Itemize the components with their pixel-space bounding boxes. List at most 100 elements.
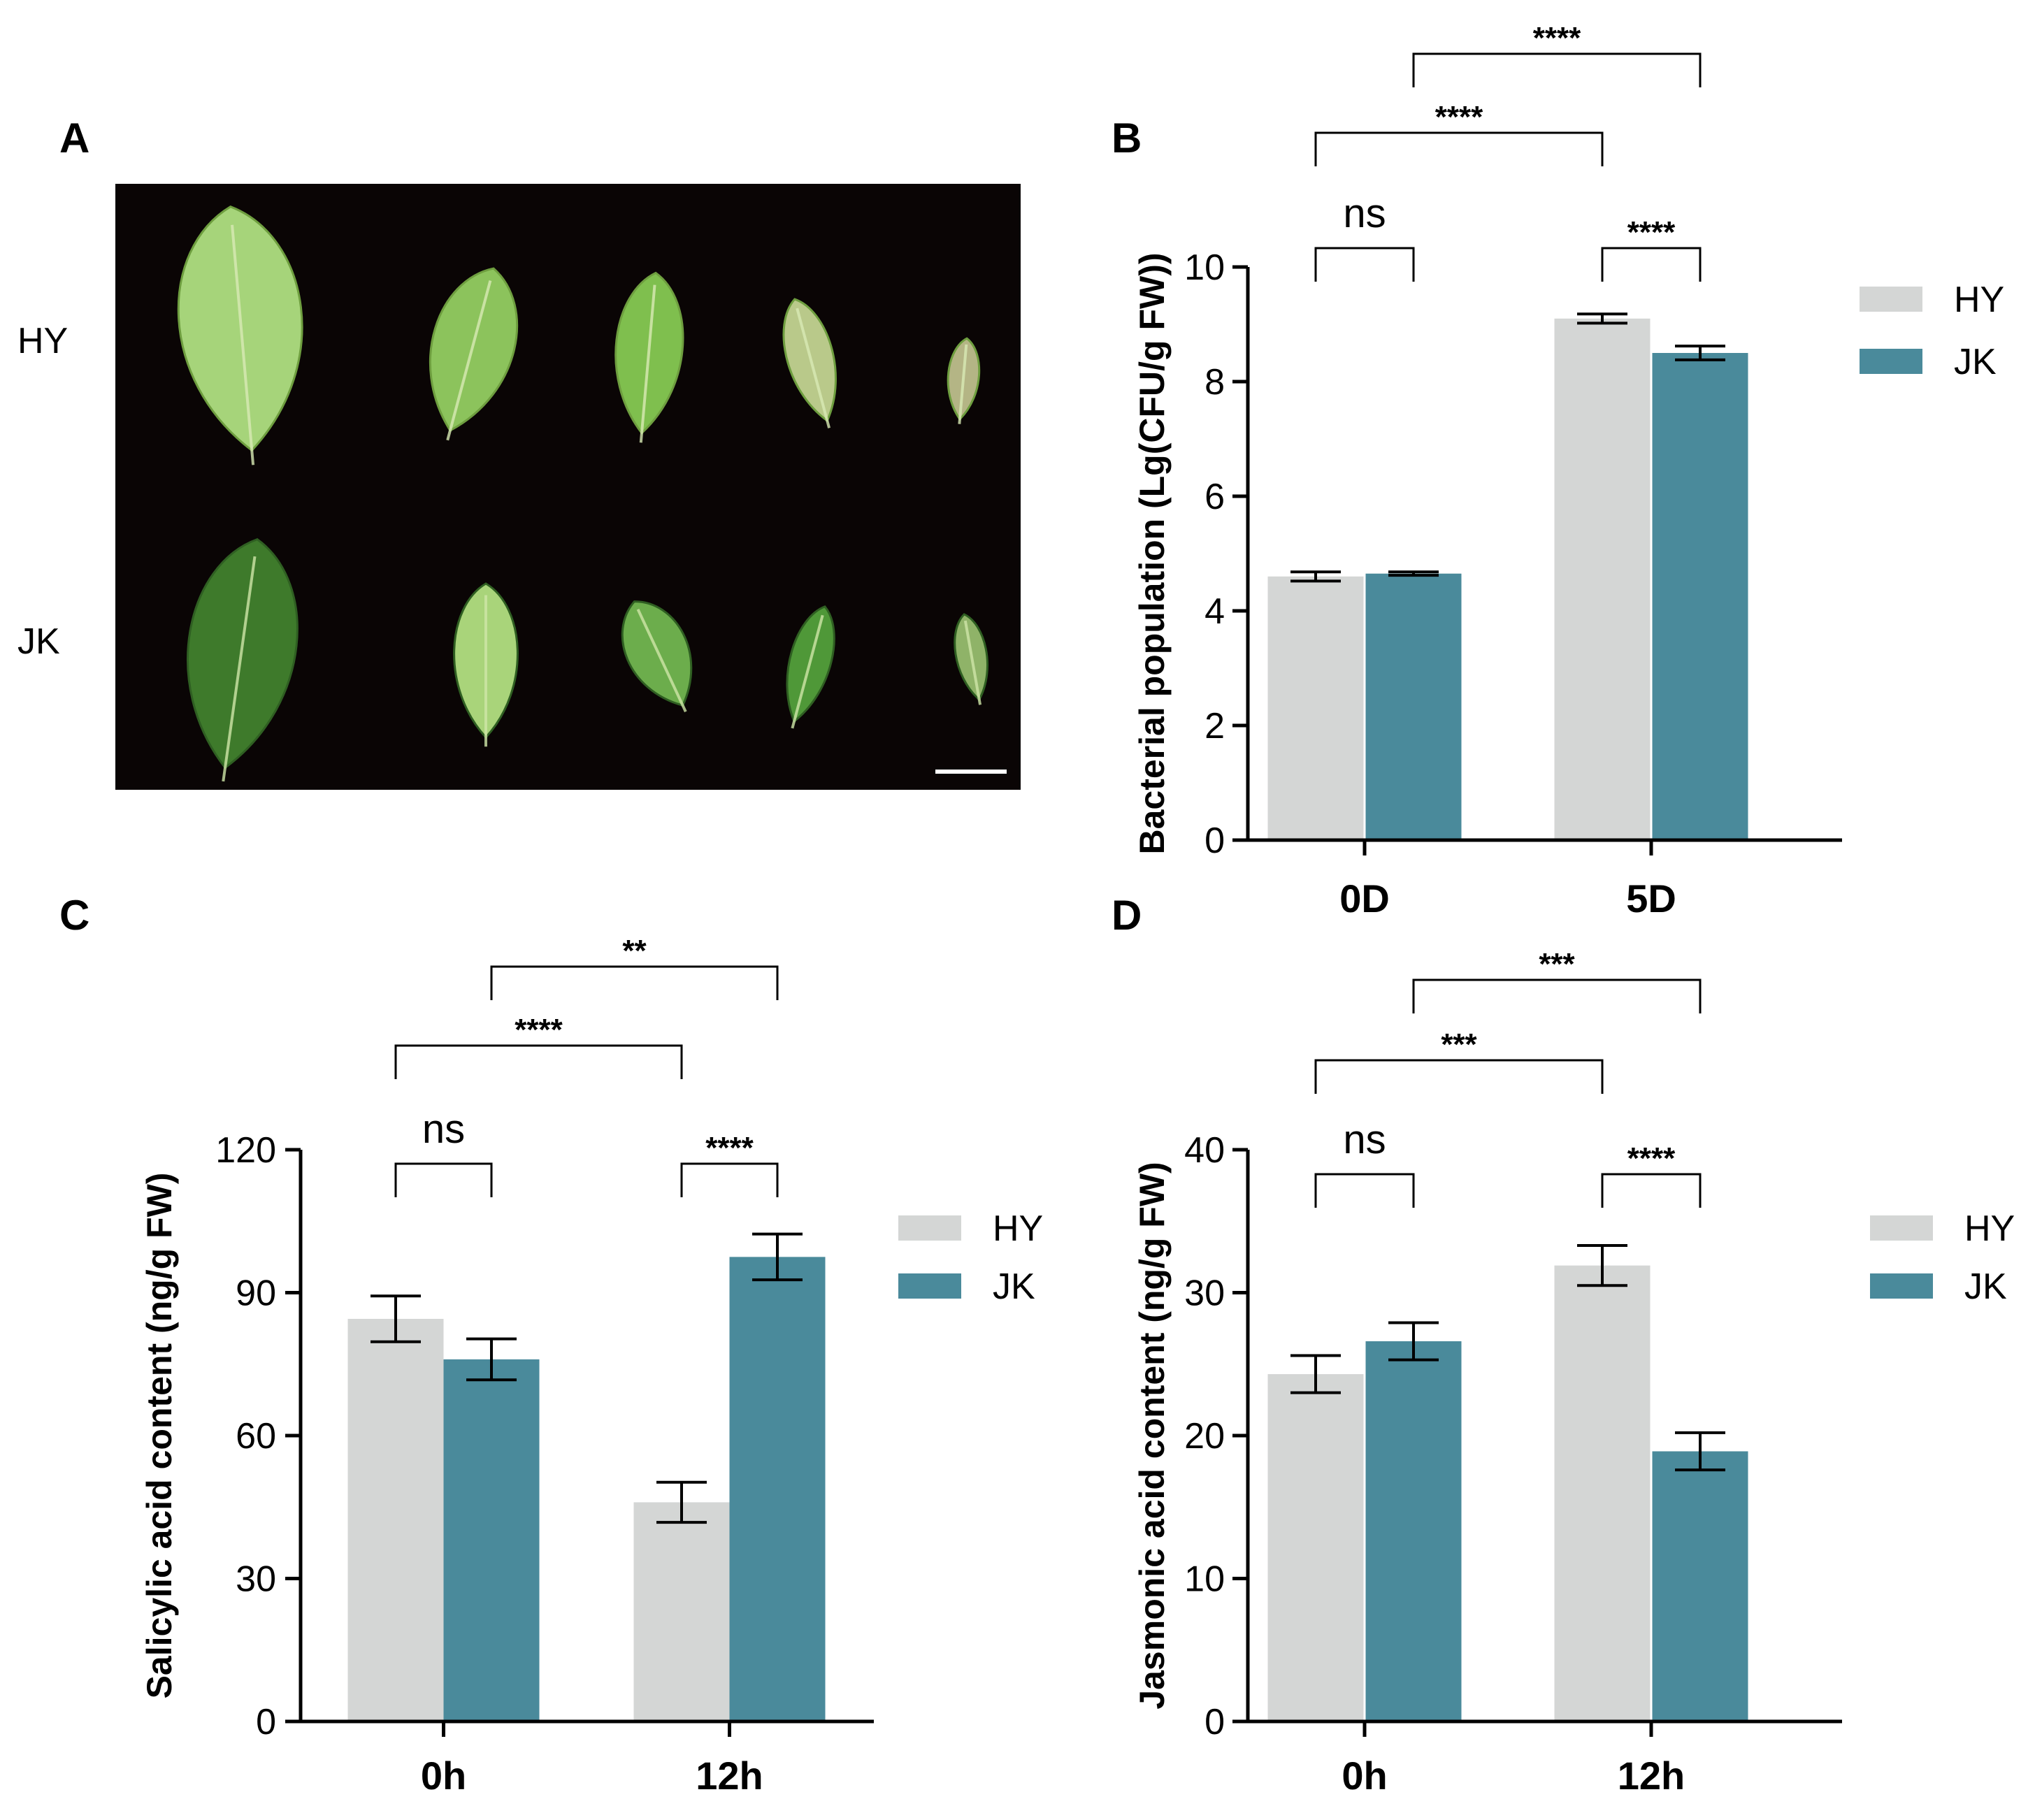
- x-tick-label: 0D: [1339, 876, 1390, 920]
- bracket-line: [1314, 1059, 1604, 1094]
- leaf-midrib: [231, 224, 255, 465]
- row-label-jk: JK: [17, 621, 60, 662]
- error-bar-b-hy-0d: [1290, 570, 1341, 583]
- chart-panel-c: 0 30 60 90 120 0h 12h Salicylic acid content (n…: [140, 934, 1043, 1798]
- error-bar-b-jk-5d: [1675, 345, 1725, 361]
- bar-b-hy-0d: [1267, 576, 1364, 840]
- y-tick-label: 30: [236, 1559, 276, 1600]
- legend-label-hy: HY: [1964, 1208, 2015, 1249]
- bar-d-hy-12h: [1554, 1265, 1651, 1721]
- y-tick-label: 120: [215, 1130, 276, 1171]
- error-bar-c-jk-0h: [466, 1337, 517, 1382]
- significance-label: ns: [1343, 191, 1386, 236]
- bar-d-hy-0h: [1267, 1374, 1364, 1721]
- significance-label: ****: [1627, 215, 1676, 250]
- significance-bracket: [1601, 247, 1702, 282]
- y-axis-title-b: Bacterial population (Lg(CFU/g FW)): [1132, 252, 1172, 854]
- legend-label-jk: JK: [1954, 342, 1997, 382]
- significance-label: ****: [515, 1013, 563, 1047]
- y-tick-label: 0: [256, 1702, 276, 1742]
- panel-letter-b: B: [1112, 115, 1142, 161]
- error-bar-b-hy-5d: [1577, 312, 1627, 325]
- error-bar-d-jk-0h: [1388, 1321, 1439, 1362]
- y-tick-label: 10: [1184, 1559, 1225, 1600]
- legend-swatch-hy: [1860, 287, 1922, 312]
- leaf-hy-1: [177, 205, 303, 465]
- chart-panel-b: 0 2 4 6 8 10 0D 5D Bacterial population (Lg(CFU/…: [1132, 21, 2004, 920]
- y-tick-label: 4: [1205, 591, 1225, 632]
- leaf-midrib: [222, 556, 257, 782]
- significance-label: **: [622, 934, 647, 968]
- leaf-jk-1: [187, 537, 299, 782]
- y-tick-label: 90: [236, 1273, 276, 1314]
- bracket-line: [1314, 1173, 1415, 1208]
- bracket-line: [490, 965, 779, 1000]
- panel-a: A HY JK: [17, 115, 1021, 790]
- leaf-midrib: [636, 608, 687, 713]
- panel-letter-d: D: [1112, 892, 1142, 939]
- leaf-hy-5: [947, 337, 981, 424]
- x-tick-label: 0h: [1342, 1754, 1387, 1798]
- bar-b-hy-5d: [1554, 318, 1651, 840]
- significance-label: ***: [1539, 947, 1575, 981]
- y-tick-label: 60: [236, 1416, 276, 1457]
- significance-label: ****: [1627, 1141, 1676, 1176]
- error-bar-d-jk-12h: [1675, 1431, 1725, 1472]
- bracket-line: [680, 1162, 779, 1197]
- error-bar-c-hy-12h: [656, 1480, 707, 1524]
- legend-label-hy: HY: [993, 1208, 1043, 1249]
- bracket-line: [1412, 52, 1702, 87]
- bracket-line: [394, 1162, 493, 1197]
- chart-panel-d: 0 10 20 30 40 0h 12h Jasmonic acid content (ng/…: [1132, 947, 2015, 1798]
- legend-swatch-jk: [1860, 349, 1922, 374]
- leaf-hy-2: [429, 267, 519, 441]
- significance-bracket: [490, 965, 779, 1000]
- row-label-hy: HY: [17, 321, 68, 361]
- bar-c-hy-12h: [633, 1502, 730, 1721]
- bracket-line: [1314, 131, 1604, 166]
- significance-label: ****: [705, 1131, 754, 1165]
- leaf-midrib: [639, 284, 656, 443]
- significance-bracket: [1314, 1173, 1415, 1208]
- y-tick-label: 0: [1205, 821, 1225, 861]
- y-axis-title-c: Salicylic acid content (ng/g FW): [140, 1173, 179, 1699]
- bar-d-jk-0h: [1365, 1341, 1462, 1721]
- bar-b-jk-5d: [1652, 353, 1748, 840]
- significance-bracket: [1412, 52, 1702, 87]
- x-tick-label: 12h: [1618, 1754, 1685, 1798]
- significance-bracket: [1314, 131, 1604, 166]
- significance-bracket: [680, 1162, 779, 1197]
- bar-d-jk-12h: [1652, 1451, 1748, 1721]
- significance-label: ns: [422, 1106, 465, 1152]
- leaf-jk-4: [786, 605, 835, 729]
- y-tick-label: 30: [1184, 1273, 1225, 1314]
- significance-bracket: [394, 1162, 493, 1197]
- panel-letter-a: A: [59, 115, 89, 161]
- y-tick-label: 0: [1205, 1702, 1225, 1742]
- y-tick-label: 20: [1184, 1416, 1225, 1457]
- leaf-midrib: [958, 344, 968, 424]
- bracket-line: [1412, 978, 1702, 1013]
- significance-bracket: [1314, 1059, 1604, 1094]
- x-tick-label: 5D: [1626, 876, 1676, 920]
- y-tick-label: 2: [1205, 706, 1225, 746]
- legend-swatch-jk: [898, 1273, 961, 1299]
- bracket-line: [1601, 1173, 1702, 1208]
- legend-swatch-hy: [1870, 1215, 1933, 1241]
- error-bar-d-hy-12h: [1577, 1244, 1627, 1287]
- legend-label-hy: HY: [1954, 280, 2004, 320]
- bracket-line: [1314, 247, 1415, 282]
- significance-label: ****: [1533, 21, 1581, 55]
- significance-bracket: [1314, 247, 1415, 282]
- y-tick-label: 40: [1184, 1130, 1225, 1171]
- significance-label: ***: [1441, 1027, 1477, 1062]
- legend-label-jk: JK: [1964, 1266, 2007, 1307]
- y-axis-title-d: Jasmonic acid content (ng/g FW): [1132, 1162, 1172, 1709]
- panel-letter-c: C: [59, 892, 89, 939]
- bar-c-hy-0h: [347, 1318, 444, 1721]
- significance-bracket: [394, 1044, 683, 1079]
- leaf-jk-5: [954, 613, 988, 705]
- x-tick-label: 0h: [421, 1754, 466, 1798]
- bracket-line: [394, 1044, 683, 1079]
